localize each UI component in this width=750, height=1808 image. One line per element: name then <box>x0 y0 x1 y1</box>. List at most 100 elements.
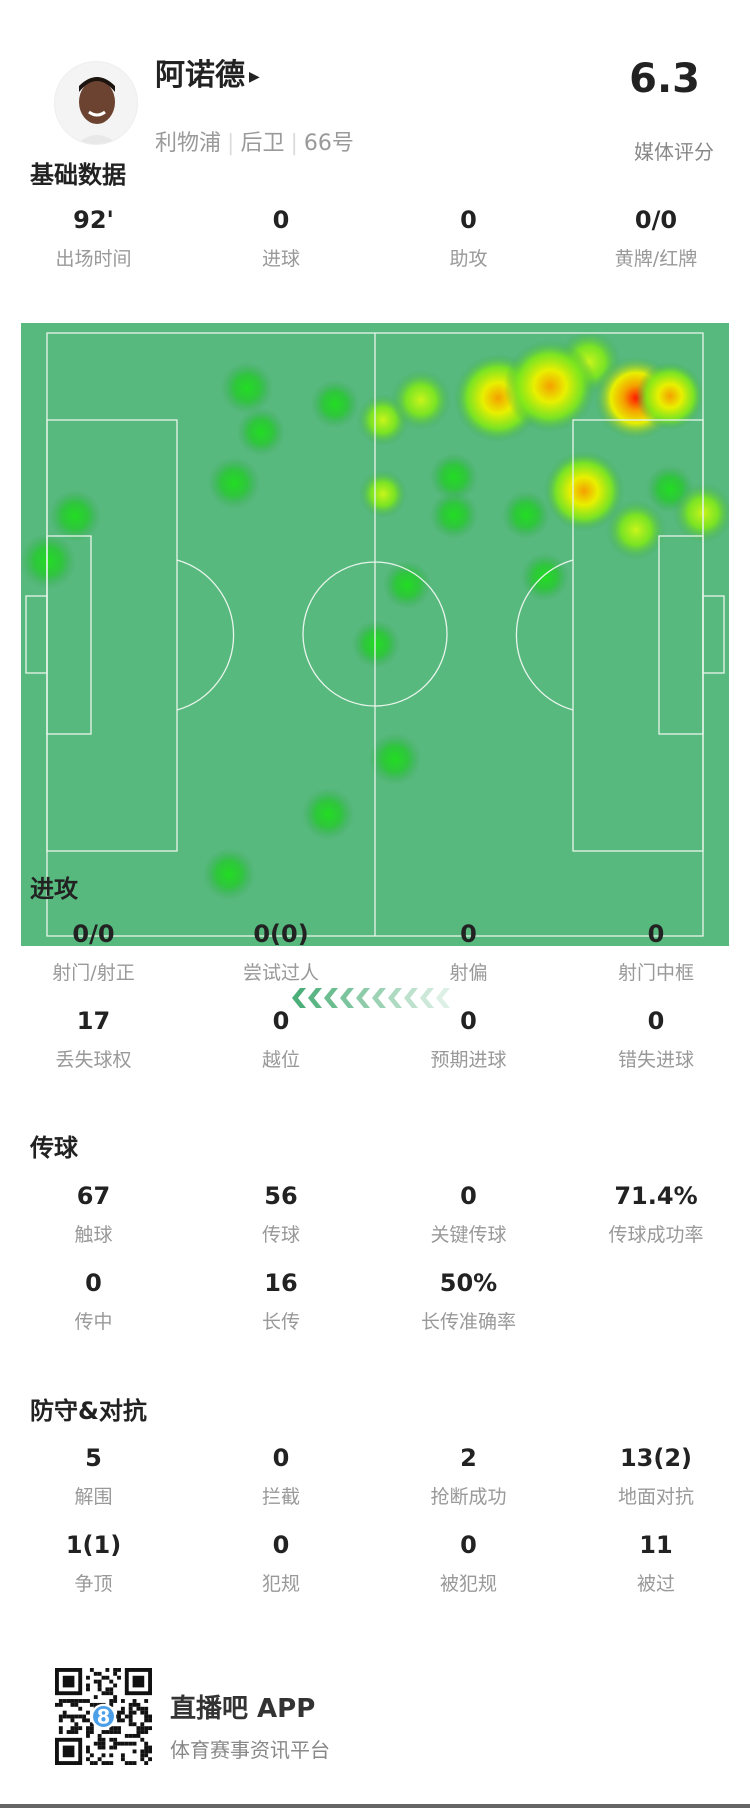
heat-blob <box>208 457 260 509</box>
stat-label: 解围 <box>74 1486 113 1508</box>
stat-defense: 11 被过 <box>563 1531 750 1596</box>
stat-value: 5 <box>85 1444 102 1472</box>
stat-value: 0 <box>460 1531 477 1559</box>
stat-value: 11 <box>639 1531 673 1559</box>
heatmap-blobs <box>21 330 729 900</box>
stat-value: 17 <box>76 1007 111 1035</box>
stat-label: 地面对抗 <box>617 1486 694 1508</box>
stat-value: 0 <box>647 1007 665 1035</box>
heat-blob <box>369 733 421 785</box>
heat-blob <box>21 533 76 589</box>
stat-defense: 0 被犯规 <box>375 1531 562 1596</box>
stat-label: 黄牌/红牌 <box>614 248 698 270</box>
stat-value: 0 <box>460 1182 477 1210</box>
media-rating-label: 媒体评分 <box>634 140 714 164</box>
stat-value: 0(0) <box>253 920 309 948</box>
heat-blob <box>673 483 729 543</box>
qr-code[interactable]: 8 <box>55 1668 152 1765</box>
bottom-divider <box>0 1804 750 1808</box>
stat-value: 0/0 <box>634 206 678 234</box>
chevron-left-icon <box>388 988 402 1008</box>
heat-blob <box>502 491 550 539</box>
stat-label: 被犯规 <box>439 1573 497 1595</box>
section-title-attack: 进攻 <box>30 875 78 903</box>
stat-passing: 56 传球 <box>188 1182 375 1247</box>
stat-basic: 0 助攻 <box>375 206 562 271</box>
team-name: 利物浦 <box>155 131 222 156</box>
chevron-left-icon <box>436 988 450 1008</box>
stat-value: 0/0 <box>72 920 115 948</box>
stat-value: 13(2) <box>619 1444 693 1472</box>
stat-label: 丢失球权 <box>55 1049 132 1071</box>
chevron-left-icon <box>420 988 434 1008</box>
app-name: 直播吧 APP <box>170 1694 316 1724</box>
chevron-left-icon <box>372 988 386 1008</box>
player-name[interactable]: 阿诺德 ▶ <box>155 58 260 93</box>
stat-value: 50% <box>439 1269 498 1297</box>
stat-label: 越位 <box>261 1049 300 1071</box>
chevron-left-icon <box>292 988 306 1008</box>
heat-blob <box>430 491 478 539</box>
stat-defense: 5 解围 <box>0 1444 187 1509</box>
heat-blob <box>203 848 255 900</box>
stat-label: 尝试过人 <box>242 962 319 984</box>
player-info: 利物浦 | 后卫 | 66号 <box>155 131 354 156</box>
stat-attack: 17 丢失球权 <box>0 1007 187 1072</box>
app-tagline: 体育赛事资讯平台 <box>170 1738 330 1762</box>
stat-value: 0 <box>272 1444 290 1472</box>
stat-passing: 67 触球 <box>0 1182 187 1247</box>
stat-value: 0 <box>272 206 290 234</box>
stat-label: 传球成功率 <box>608 1224 704 1246</box>
stat-label: 射偏 <box>449 962 488 984</box>
stat-defense: 2 抢断成功 <box>375 1444 562 1509</box>
stat-label: 抢断成功 <box>430 1486 507 1508</box>
stat-label: 传球 <box>261 1224 300 1246</box>
heat-blob <box>383 561 431 609</box>
media-rating: 6.3 <box>629 56 700 102</box>
position: 后卫 <box>240 131 285 156</box>
stat-value: 1(1) <box>65 1531 122 1559</box>
stat-passing: 16 长传 <box>188 1269 375 1334</box>
stat-attack: 0/0 射门/射正 <box>0 920 187 985</box>
stat-defense: 13(2) 地面对抗 <box>563 1444 750 1509</box>
shirt-number: 66号 <box>303 131 354 156</box>
stat-basic: 92' 出场时间 <box>0 206 187 271</box>
stat-attack: 0 射偏 <box>375 920 562 985</box>
stat-label: 助攻 <box>449 248 488 270</box>
svg-text:8: 8 <box>97 1705 111 1728</box>
stat-passing: 50% 长传准确率 <box>375 1269 562 1334</box>
play-triangle-icon: ▶ <box>249 68 260 85</box>
stat-value: 0 <box>647 920 665 948</box>
player-avatar <box>54 61 138 145</box>
heat-blob <box>606 500 666 560</box>
stat-value: 67 <box>76 1182 111 1210</box>
stat-value: 0 <box>460 920 477 948</box>
heat-blob <box>237 408 285 456</box>
stat-label: 错失进球 <box>617 1049 694 1071</box>
stat-attack: 0 错失进球 <box>563 1007 750 1072</box>
stat-label: 触球 <box>74 1224 113 1246</box>
heat-blob <box>221 362 273 414</box>
stat-label: 射门/射正 <box>52 962 135 984</box>
stat-label: 预期进球 <box>430 1049 507 1071</box>
stat-value: 0 <box>460 1007 477 1035</box>
heat-blob <box>302 788 354 840</box>
stat-value: 0 <box>272 1531 290 1559</box>
chevron-left-icon <box>292 988 450 1008</box>
stat-label: 争顶 <box>74 1573 113 1595</box>
stat-value: 0 <box>85 1269 102 1297</box>
heat-blob <box>430 453 478 501</box>
chevron-left-icon <box>356 988 370 1008</box>
stat-attack: 0(0) 尝试过人 <box>188 920 375 985</box>
stat-defense: 0 犯规 <box>188 1531 375 1596</box>
stat-label: 被过 <box>636 1573 675 1595</box>
heat-blob <box>544 451 624 531</box>
stat-label: 进球 <box>261 248 300 270</box>
stat-label: 犯规 <box>261 1573 300 1595</box>
stat-passing: 71.4% 传球成功率 <box>563 1182 750 1247</box>
heat-blob <box>311 380 359 428</box>
chevron-left-icon <box>404 988 418 1008</box>
chevron-left-icon <box>324 988 338 1008</box>
stat-value: 16 <box>264 1269 298 1297</box>
heat-blob <box>359 470 407 518</box>
